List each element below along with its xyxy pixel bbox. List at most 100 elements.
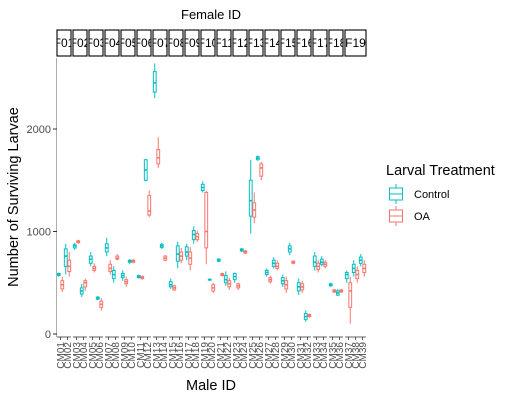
- y-tick-label: 0: [45, 329, 51, 341]
- x-tick-label: CM17: [184, 342, 195, 369]
- x-tick-label: CM10: [127, 342, 138, 369]
- box-oa-cm14: [163, 255, 168, 262]
- box-body: [259, 163, 264, 177]
- panel-background: [137, 58, 151, 337]
- facet-label: F11: [214, 36, 234, 50]
- facet-label: F04: [102, 36, 123, 50]
- panel-background: [249, 58, 263, 337]
- x-tick-label: CM24: [239, 342, 250, 369]
- facet-label: F06: [134, 36, 155, 50]
- box-control-cm05: [88, 252, 93, 267]
- facet-strip-f10: F10: [198, 29, 219, 57]
- facet-label: F17: [310, 36, 331, 50]
- box-oa-cm02: [67, 252, 72, 277]
- facet-label: F13: [246, 36, 267, 50]
- box-oa-cm06: [99, 298, 104, 311]
- panel-background: [89, 58, 103, 337]
- box-control-cm10: [127, 259, 132, 265]
- box-body: [204, 192, 209, 249]
- x-axis-tick-labels: CM01CM02CM03CM04CM05CM06CM07CM08CM09CM10…: [56, 337, 369, 369]
- x-tick-label: CM09: [120, 342, 131, 369]
- facet-label: F01: [54, 36, 75, 50]
- box-control-cm13: [152, 63, 157, 99]
- x-tick-label: CM16: [175, 342, 186, 369]
- box-control-cm31: [296, 278, 301, 296]
- box-oa-cm08: [115, 254, 120, 261]
- box-body: [83, 280, 88, 288]
- x-tick-label: CM33: [312, 342, 323, 369]
- facet-label: F05: [118, 36, 139, 50]
- box-oa-cm04: [83, 278, 88, 291]
- box-oa-cm24: [243, 249, 248, 255]
- x-tick-label: CM19: [200, 342, 211, 369]
- x-tick-label: CM34: [319, 342, 330, 369]
- x-tick-label: CM28: [271, 342, 282, 369]
- y-axis-label: Number of Surviving Larvae: [6, 107, 22, 287]
- facet-label: F02: [70, 36, 91, 50]
- facet-label: F07: [150, 36, 171, 50]
- box-body: [147, 195, 152, 216]
- facet-strip-f14: F14: [264, 29, 280, 57]
- box-control-cm15: [168, 278, 173, 289]
- y-tick-label: 2000: [27, 124, 51, 136]
- box-control-cm26: [255, 155, 260, 161]
- x-tick-label: CM11: [136, 342, 147, 368]
- facet-label: F16: [294, 36, 315, 50]
- box-body: [312, 255, 317, 267]
- box-body: [63, 248, 68, 267]
- box-oa-cm22: [227, 277, 232, 290]
- box-oa-cm39: [362, 260, 367, 277]
- box-control-cm16: [175, 241, 180, 269]
- x-tick-label: CM22: [223, 342, 234, 369]
- x-tick-label: CM27: [264, 342, 275, 369]
- box-body: [156, 149, 161, 165]
- box-oa-cm17: [188, 246, 193, 271]
- facet-label: F12: [230, 36, 251, 50]
- x-tick-label: CM18: [191, 342, 202, 369]
- panel-background: [345, 58, 366, 337]
- legend-label-oa: OA: [414, 211, 431, 223]
- facet-label: F08: [166, 36, 187, 50]
- panel-background: [185, 58, 199, 337]
- box-oa-cm33: [316, 260, 321, 273]
- panel-background: [57, 58, 71, 337]
- box-oa-cm15: [172, 284, 177, 291]
- box-control-cm08: [111, 266, 116, 283]
- facet-label: F19: [345, 36, 366, 50]
- box-control-cm32: [303, 310, 308, 322]
- box-control-cm09: [120, 270, 125, 281]
- facet-label: F15: [278, 36, 299, 50]
- facet-label: F10: [198, 36, 219, 50]
- box-control-cm24: [239, 247, 244, 252]
- panel-background: [121, 58, 135, 337]
- facet-strip-f08: F08: [166, 29, 187, 57]
- x-tick-label: CM04: [79, 342, 90, 369]
- facet-strip-f06: F06: [134, 29, 155, 57]
- box-oa-cm01: [60, 276, 65, 292]
- box-oa-cm05: [92, 263, 97, 273]
- box-oa-cm26: [259, 161, 264, 181]
- x-tick-label: CM05: [88, 342, 99, 369]
- facet-strip-f19: F19: [344, 29, 367, 57]
- box-oa-cm31: [300, 280, 305, 293]
- box-body: [248, 179, 253, 217]
- panel-background: [105, 58, 119, 337]
- box-control-cm11: [136, 274, 141, 279]
- box-oa-cm30: [291, 260, 296, 265]
- facet-title: Female ID: [181, 7, 241, 22]
- x-tick-label: CM15: [168, 342, 179, 369]
- box-oa-cm36: [339, 288, 344, 293]
- x-tick-label: CM13: [152, 342, 163, 369]
- x-tick-label: CM26: [255, 342, 266, 369]
- panel-background: [233, 58, 247, 337]
- panel-background: [281, 58, 295, 337]
- x-tick-label: CM07: [104, 342, 115, 369]
- box-oa-cm20: [211, 282, 216, 293]
- legend-label-control: Control: [414, 189, 449, 201]
- facet-strip-f11: F11: [214, 29, 234, 57]
- x-tick-label: CM39: [358, 342, 369, 369]
- x-tick-label: CM03: [72, 342, 83, 369]
- box-control-cm28: [271, 257, 276, 269]
- box-oa-cm25: [252, 192, 257, 224]
- box-oa-cm18: [195, 230, 200, 242]
